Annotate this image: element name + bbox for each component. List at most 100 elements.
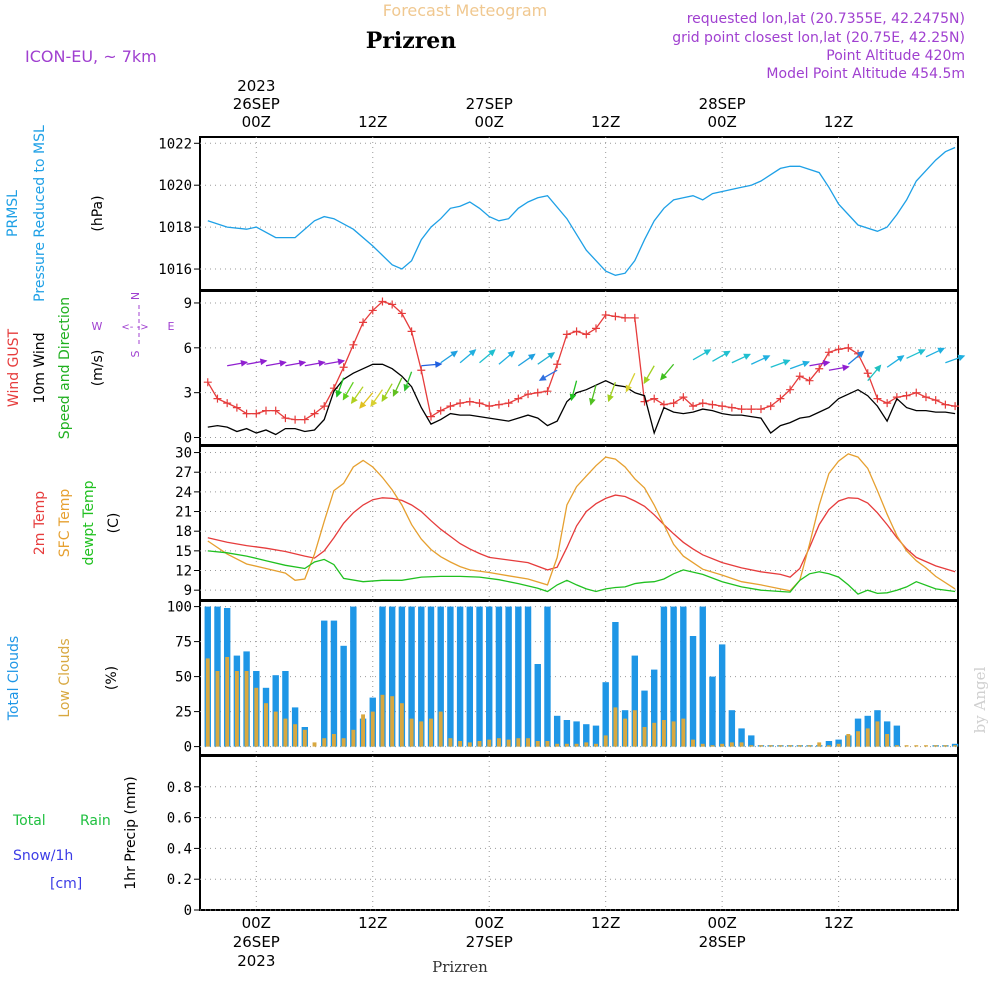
wind-vector-head xyxy=(488,349,496,357)
gust-marker xyxy=(349,340,358,349)
total-cloud-bar xyxy=(476,606,483,747)
wind-vector-head xyxy=(450,350,459,358)
wind-vector-head xyxy=(842,364,850,372)
gust-marker xyxy=(824,348,833,357)
y-tick-label: 0.8 xyxy=(167,780,192,796)
total-cloud-bar xyxy=(699,606,706,747)
series-temperature-0 xyxy=(207,494,956,578)
y-tick-label: 9 xyxy=(184,583,192,599)
gust-marker xyxy=(650,394,659,403)
low-cloud-bar xyxy=(894,745,899,747)
low-cloud-bar xyxy=(797,745,802,747)
header-location: Prizren xyxy=(366,28,457,54)
gust-marker xyxy=(621,313,630,322)
gust-marker xyxy=(203,378,212,387)
y-tick-label: 1018 xyxy=(158,220,192,236)
top-time-label: 00Z xyxy=(707,113,736,131)
wind-vector-head xyxy=(703,349,712,356)
y-tick-label: 0 xyxy=(184,431,192,447)
low-cloud-bar xyxy=(603,735,608,747)
low-cloud-bar xyxy=(933,745,938,747)
series-pressure-0 xyxy=(207,146,956,276)
low-cloud-bar xyxy=(836,743,841,747)
wind-vector-head xyxy=(660,372,668,381)
panel-pressure: 1016 1018 1020 1022 PRMSL Pressure Reduced to… xyxy=(5,125,959,302)
gust-marker xyxy=(873,394,882,403)
total-cloud-bar xyxy=(534,664,541,747)
legend-snow: Snow/1h xyxy=(13,848,73,864)
y-tick-label: 0.4 xyxy=(167,841,192,857)
gust-marker xyxy=(679,393,688,402)
low-cloud-bar xyxy=(429,718,433,747)
total-cloud-bar xyxy=(456,606,464,747)
wind-vector-head xyxy=(538,374,547,381)
total-cloud-bar xyxy=(631,655,639,747)
y-tick-label: 15 xyxy=(175,544,192,560)
total-cloud-bar xyxy=(602,682,609,747)
y-tick-label: 9 xyxy=(184,296,192,312)
low-cloud-bar xyxy=(885,734,890,747)
low-cloud-bar xyxy=(856,731,860,747)
gust-marker xyxy=(232,403,241,412)
total-cloud-bar xyxy=(583,724,590,747)
ylabel-pressure-0: PRMSL xyxy=(5,190,21,237)
gust-marker xyxy=(252,409,261,418)
gust-marker xyxy=(834,345,843,354)
low-cloud-bar xyxy=(341,738,346,747)
top-time-label: 12Z xyxy=(824,113,853,131)
top-time-label: 12Z xyxy=(358,113,387,131)
gust-marker xyxy=(388,300,397,309)
low-cloud-bar xyxy=(225,657,230,747)
gust-marker xyxy=(698,399,707,408)
gust-marker xyxy=(339,363,348,372)
low-cloud-bar xyxy=(817,742,822,747)
total-cloud-bar xyxy=(689,636,697,747)
total-cloud-bar xyxy=(718,644,726,747)
low-cloud-bar xyxy=(700,743,705,747)
low-cloud-bar xyxy=(807,745,812,747)
low-cloud-bar xyxy=(496,738,501,747)
wind-vector-head xyxy=(403,383,410,392)
total-cloud-bar xyxy=(379,606,386,747)
gust-marker xyxy=(601,310,610,319)
panel-wind: 0 3 6 9 Wind GUST 10m Wind Speed and Direction… xyxy=(6,290,966,447)
low-cloud-bar xyxy=(710,745,715,747)
legend-rain: Rain xyxy=(80,813,111,829)
low-cloud-bar xyxy=(516,738,521,747)
y-tick-label: 0 xyxy=(184,903,192,919)
wind-vector-head xyxy=(298,359,307,367)
gust-marker xyxy=(514,394,523,403)
wind-vector-head xyxy=(856,350,865,358)
ylabel-clouds-0: Total Clouds xyxy=(6,636,22,721)
low-cloud-bar xyxy=(283,718,288,747)
ylabel-precip: 1hr Precip (mm) xyxy=(123,776,139,889)
wind-vector-head xyxy=(337,358,346,366)
header-model: ICON-EU, ~ 7km xyxy=(25,47,157,66)
gust-marker xyxy=(553,360,562,369)
compass-south: S xyxy=(129,350,142,357)
gust-marker xyxy=(805,376,814,385)
wind-vector-head xyxy=(240,359,249,367)
low-cloud-bar xyxy=(215,671,220,747)
low-cloud-bar xyxy=(875,721,880,747)
low-cloud-bar xyxy=(826,745,831,747)
wind-vector-head xyxy=(468,349,477,357)
gust-marker xyxy=(786,385,795,394)
top-date-label: 27SEP xyxy=(466,95,513,113)
total-cloud-bar xyxy=(709,676,716,747)
low-cloud-bar xyxy=(652,722,657,747)
gust-marker xyxy=(359,318,368,327)
low-cloud-bar xyxy=(302,729,307,747)
footer-location: Prizren xyxy=(432,958,488,976)
bottom-time-label: 12Z xyxy=(358,914,387,932)
low-cloud-bar xyxy=(419,721,424,747)
gust-marker xyxy=(747,405,756,414)
total-cloud-bar xyxy=(427,606,435,747)
total-cloud-bar xyxy=(340,645,347,747)
gust-marker xyxy=(524,390,533,399)
low-cloud-bar xyxy=(205,658,210,747)
gust-marker xyxy=(591,324,600,333)
top-time-label: 12Z xyxy=(591,113,620,131)
low-cloud-bar xyxy=(545,741,550,747)
low-cloud-bar xyxy=(264,703,268,747)
